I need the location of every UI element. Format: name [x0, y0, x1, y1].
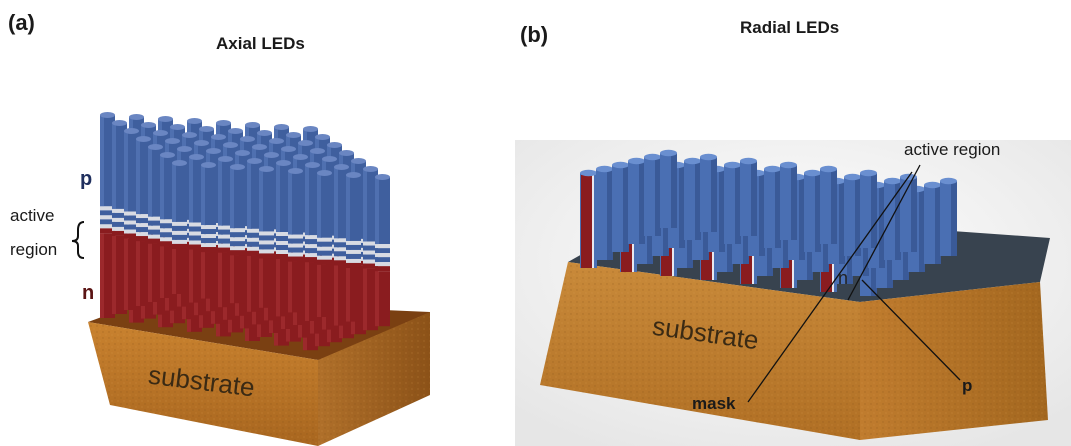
- panel-b-nanowires: [580, 149, 957, 296]
- axial-nanowire: [172, 160, 187, 294]
- radial-nanowire: [940, 177, 957, 256]
- axial-nanowire: [375, 174, 390, 327]
- axial-nanowire: [247, 158, 262, 312]
- axial-nanowire: [276, 160, 291, 317]
- panel-a-label-p: p: [80, 168, 93, 190]
- axial-nanowire: [218, 156, 233, 308]
- axial-nanowire: [305, 162, 320, 321]
- radial-nanowire: [780, 161, 797, 240]
- radial-nanowire: [628, 157, 645, 244]
- radial-nanowire: [596, 165, 613, 260]
- axial-nanowire: [317, 170, 332, 317]
- axial-nanowire: [100, 112, 115, 318]
- axial-nanowire: [334, 164, 349, 326]
- radial-nanowire: [684, 157, 701, 240]
- radial-nanowire: [700, 153, 717, 232]
- radial-nanowire: [724, 161, 741, 244]
- radial-nanowire: [740, 157, 757, 236]
- radial-nanowire: [820, 165, 837, 244]
- panel-a-label-active: active: [10, 206, 55, 225]
- radial-nanowire: [924, 181, 941, 264]
- radial-nanowire: [644, 153, 661, 236]
- panel-a-letter: (a): [8, 10, 35, 35]
- axial-nanowire: [346, 172, 361, 322]
- panel-b-leader-lines: [747, 164, 961, 403]
- radial-nanowire: [860, 169, 877, 248]
- radial-nanowire: [884, 177, 901, 260]
- axial-nanowire: [230, 164, 245, 304]
- axial-nanowire: [363, 166, 378, 331]
- axial-nanowire: [189, 154, 204, 303]
- radial-nanowire: [660, 149, 677, 228]
- panel-b-label-mask: mask: [692, 394, 736, 413]
- axial-nanowire: [124, 128, 139, 310]
- panel-b-title: Radial LEDs: [740, 18, 840, 37]
- active-region-bracket: [71, 221, 85, 259]
- panel-b-label-n: n: [838, 268, 849, 288]
- radial-nanowire: [580, 169, 597, 268]
- panel-a-label-n: n: [82, 282, 95, 304]
- radial-nanowire: [804, 169, 821, 252]
- panel-b-letter: (b): [520, 22, 549, 47]
- axial-nanowire: [259, 166, 274, 308]
- radial-nanowire: [764, 165, 781, 248]
- axial-nanowire: [160, 152, 175, 298]
- axial-nanowire: [201, 162, 216, 299]
- axial-nanowire: [112, 120, 127, 314]
- axial-nanowire: [148, 144, 163, 302]
- panel-b-label-p: p: [962, 376, 973, 395]
- radial-nanowire: [612, 161, 629, 252]
- axial-nanowire: [136, 136, 151, 306]
- panel-b-label-active-region: active region: [904, 140, 1001, 159]
- panel-a-title: Axial LEDs: [216, 34, 305, 53]
- panel-a-nanowires: [100, 112, 390, 351]
- axial-nanowire: [288, 168, 303, 313]
- radial-nanowire: [844, 173, 861, 256]
- panel-a-label-region: region: [10, 240, 58, 259]
